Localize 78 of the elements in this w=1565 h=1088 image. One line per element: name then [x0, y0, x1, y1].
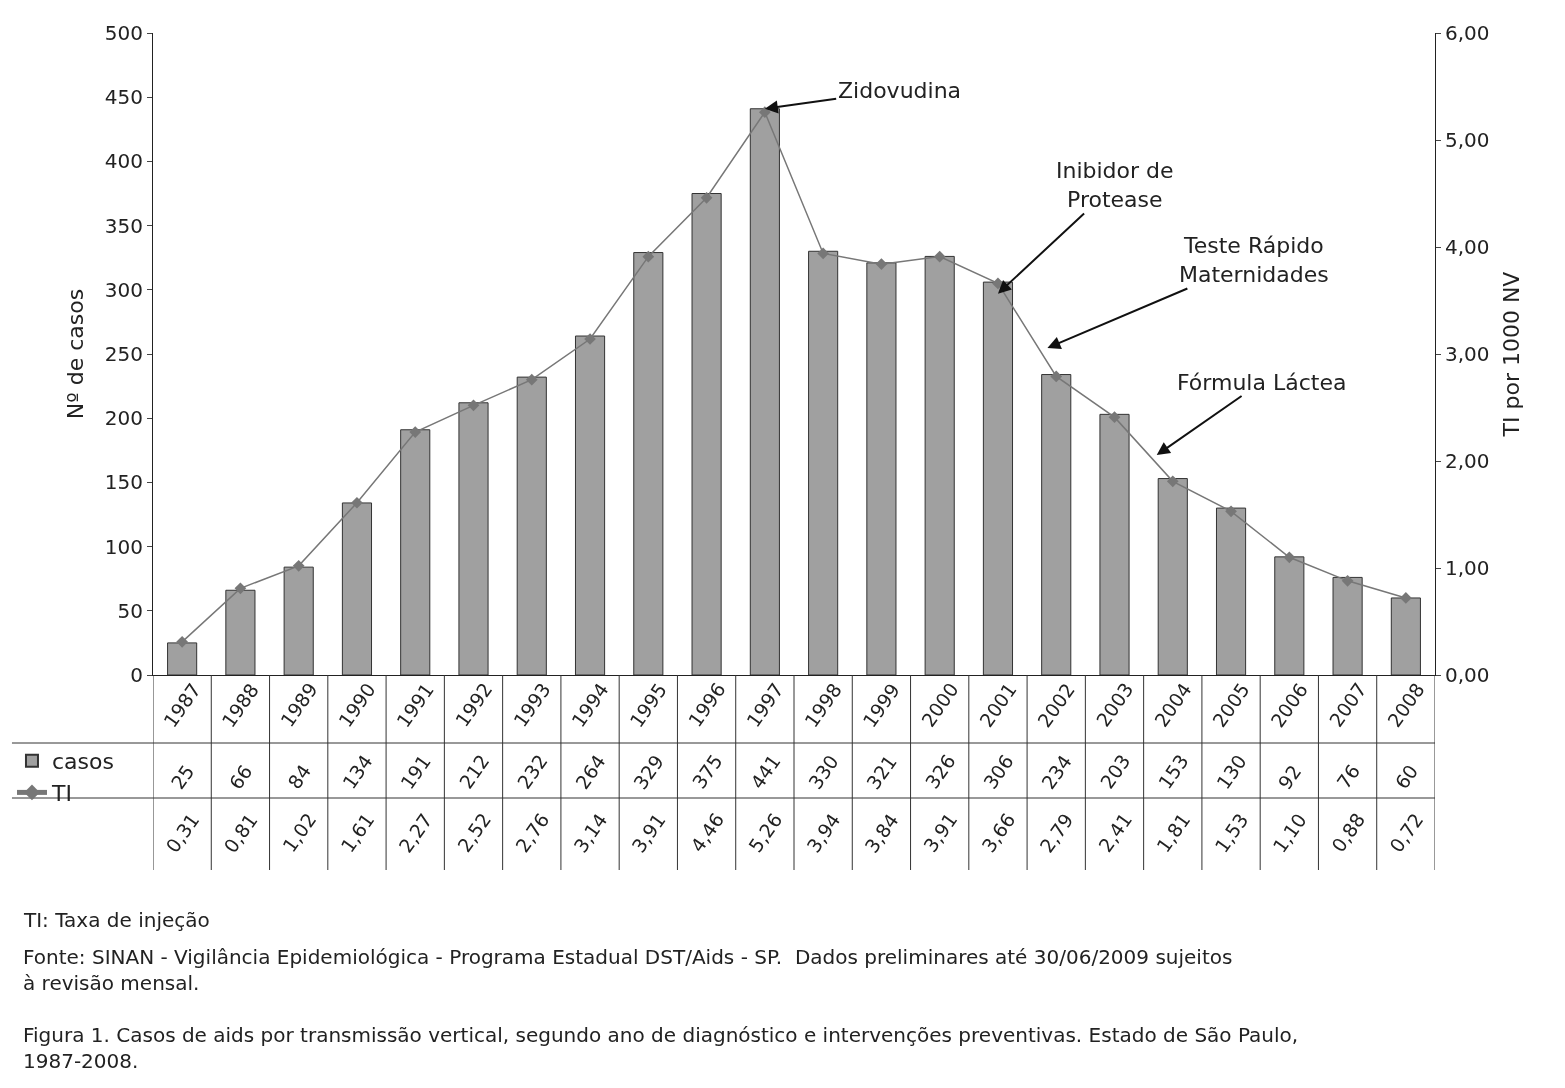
point	[759, 106, 771, 119]
text: Figura 1. Casos de aids por transmissão vertical, segundo ano de diagnóstico e intervenções preventivas. Estado de São Paulo, 1987-2008.	[23, 1023, 1299, 1073]
data-label: 60	[1390, 760, 1423, 793]
y2-tick-label: 5,00	[1445, 128, 1490, 152]
data-label: 76	[1332, 760, 1365, 793]
annotation: Fórmula Láctea	[1177, 370, 1347, 395]
point	[292, 560, 305, 572]
y2-tick-label: 0,00	[1445, 663, 1490, 687]
y2-tick-label: 4,00	[1445, 235, 1490, 259]
point	[933, 250, 946, 263]
y-tick-label: 350	[104, 213, 143, 238]
bar	[691, 193, 722, 675]
bar	[1215, 507, 1247, 675]
y2-tick-label: 6,00	[1445, 21, 1490, 45]
legend-label: casos	[51, 749, 114, 775]
bar	[982, 281, 1014, 675]
point	[817, 247, 829, 260]
bar	[400, 429, 431, 675]
bar	[167, 642, 198, 675]
bar	[1157, 478, 1188, 675]
bar	[633, 252, 664, 675]
point	[525, 373, 538, 386]
point	[700, 191, 713, 204]
text: TI: Taxa de injeção	[23, 908, 210, 932]
y2-tick-label: 1,00	[1445, 556, 1490, 580]
bar	[924, 255, 955, 675]
bar	[341, 502, 373, 675]
y-tick-label: 200	[104, 406, 143, 431]
y2-tick-label: 3,00	[1445, 342, 1490, 366]
data-label: 441	[745, 750, 785, 793]
y-tick-label: 0	[130, 663, 143, 687]
point	[351, 496, 363, 509]
y-tick-label: 400	[104, 149, 143, 174]
legend-label: TI	[50, 780, 72, 806]
point	[176, 635, 188, 648]
y-tick-label: 250	[104, 342, 143, 366]
bar	[516, 376, 547, 675]
data-label: 84	[283, 760, 316, 793]
point	[875, 258, 888, 270]
bar	[1332, 576, 1363, 675]
bar	[1099, 413, 1130, 675]
y-axis-title: Nº de casos	[62, 288, 88, 420]
bar	[1390, 597, 1421, 675]
bar	[574, 335, 606, 675]
point	[1050, 370, 1063, 383]
data-label: 66	[224, 760, 257, 794]
point	[1225, 505, 1237, 518]
point	[467, 399, 480, 412]
point	[642, 250, 655, 263]
annotation: Inibidor de Protease	[1056, 158, 1174, 212]
point	[1166, 475, 1179, 488]
bar	[225, 589, 256, 675]
bar	[749, 108, 780, 675]
y-tick-label: 100	[104, 534, 143, 559]
y2-axis-title: TI por 1000 NV	[1499, 271, 1525, 438]
y-tick-label: 150	[104, 470, 143, 495]
y-tick-label: 450	[104, 85, 143, 110]
y-tick-label: 500	[104, 21, 143, 45]
source-note: Fonte: SINAN - Vigilância Epidemiológica - Programa Estadual DST/Aids - SP. Dados preliminares até 30/06/2009 sujeitos à revisão mensal.	[23, 945, 1233, 995]
point	[409, 426, 422, 438]
annotation: Teste Rápido Maternidades	[1179, 233, 1329, 287]
bar	[808, 250, 839, 675]
bar	[1274, 556, 1305, 675]
bar	[283, 566, 314, 675]
annotation: Zidovudina	[838, 78, 962, 103]
point	[1341, 574, 1354, 587]
y-tick-label: 50	[117, 598, 143, 623]
data-label: 92	[1273, 760, 1306, 794]
data-label: 25	[166, 760, 199, 794]
bar	[1041, 374, 1072, 675]
y2-tick-label: 2,00	[1445, 449, 1490, 473]
bar	[458, 402, 489, 675]
point	[1108, 411, 1121, 423]
point	[234, 582, 247, 595]
point	[1400, 592, 1412, 604]
y-tick-label: 300	[104, 277, 143, 302]
data-label: 191	[396, 750, 435, 794]
bar	[866, 262, 897, 675]
